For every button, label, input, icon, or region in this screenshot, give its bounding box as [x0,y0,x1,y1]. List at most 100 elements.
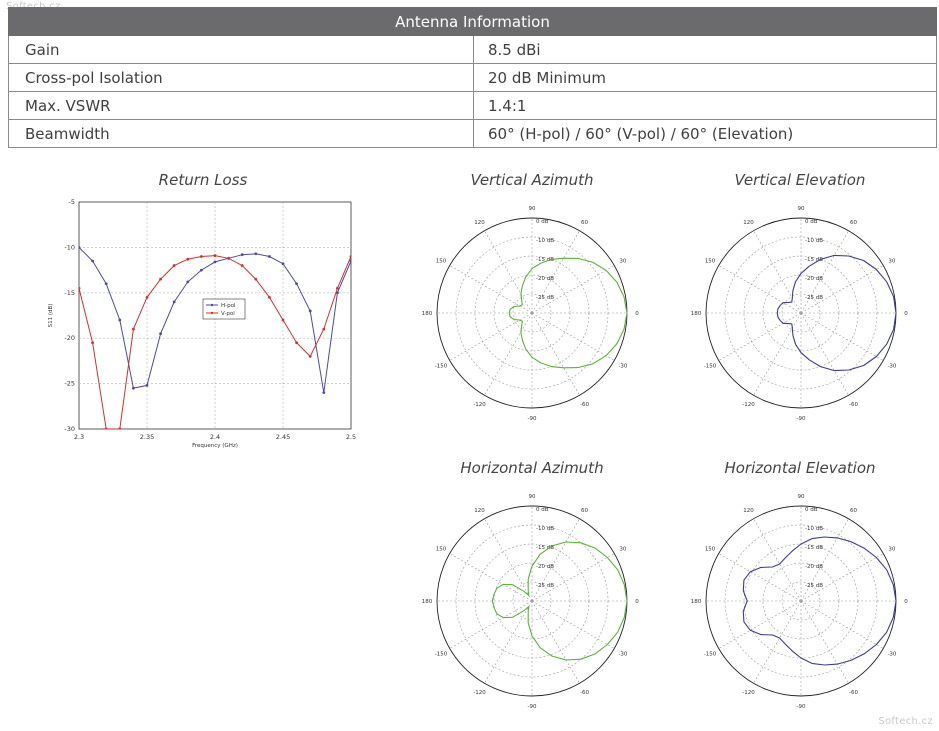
data-point [281,262,285,266]
data-point [268,255,271,258]
y-tick-label: -15 [64,289,75,297]
data-point [254,277,258,281]
angle-label: 30 [619,259,626,265]
data-point [295,341,298,345]
angle-label: 90 [798,494,805,500]
radiation-pattern [776,254,897,372]
data-point [132,327,135,331]
legend-marker [210,311,214,315]
angle-label: -120 [742,402,755,408]
angle-label: 0 [635,311,639,317]
data-point [145,384,149,387]
angle-label: 120 [743,508,754,514]
angle-label: -60 [580,690,589,696]
antenna-info-table: Antenna Information Gain 8.5 dBi Cross-p… [8,7,937,148]
y-tick-label: -5 [69,198,75,206]
data-point [159,332,163,336]
angle-label: 120 [474,220,485,226]
angle-label: 180 [691,599,702,605]
x-tick-label: 2.4 [210,433,220,441]
data-point [186,257,190,261]
data-point [268,295,271,299]
angle-label: 30 [888,259,895,265]
data-point [308,309,312,313]
radial-label: -15 dB [536,257,554,263]
radial-label: -25 dB [805,583,823,589]
y-tick-label: -30 [64,425,75,433]
polar-ring [512,581,552,621]
data-point [79,286,81,290]
angle-label: 0 [904,311,908,317]
vertical-elevation-title: Vertical Elevation [734,171,866,189]
row-label: Cross-pol Isolation [8,63,474,92]
row-label: Max. VSWR [8,91,474,120]
radial-label: -10 dB [536,526,554,532]
vertical-elevation-chart: 0 30 60 90 120 150 180 -150 -120 -90 -60 -30 0 dB -10… [691,206,909,422]
table-row: Gain 8.5 dBi [8,35,937,64]
angle-label: -150 [435,364,448,370]
radial-label: -25 dB [805,295,823,301]
horizontal-elevation-chart: 0 30 60 90 120 150 180 -150 -120 -90 -60 -30 0 dB -10… [691,494,909,710]
radial-label: 0 dB [536,219,549,225]
radiation-pattern [742,536,897,666]
angle-label: -150 [704,364,717,370]
data-point [336,286,339,290]
radial-label: 0 dB [536,507,549,513]
data-point [295,282,298,286]
angle-label: -90 [797,416,806,422]
y-axis-label: S11 (dB) [48,304,54,328]
legend-label: V-pol [221,311,235,317]
row-value: 1.4:1 [473,91,937,120]
data-point [79,246,81,249]
radial-label: -15 dB [805,545,823,551]
data-point [213,260,217,264]
watermark-bottom: Softech.cz [878,716,933,727]
polar-ring [781,293,821,333]
data-point [349,255,351,258]
angle-label: -60 [580,402,589,408]
polar-ring [512,293,552,333]
x-tick-label: 2.5 [346,433,356,441]
vertical-azimuth-chart: 0 30 60 90 120 150 180 -150 -120 -90 -60 -30 0 dB -10… [422,206,640,422]
y-tick-label: -20 [64,334,75,342]
data-point [254,252,258,256]
radial-label: -25 dB [536,295,554,301]
data-point [118,427,122,429]
angle-label: -150 [435,652,448,658]
data-point [172,264,176,267]
data-point [200,268,203,272]
radial-label: -20 dB [536,564,554,570]
row-value: 60° (H-pol) / 60° (V-pol) / 60° (Elevati… [473,119,937,148]
radial-label: -15 dB [536,545,554,551]
angle-label: 0 [904,599,908,605]
data-point [227,256,231,260]
angle-label: -30 [887,364,896,370]
vertical-azimuth-title: Vertical Azimuth [470,171,594,189]
row-label: Beamwidth [8,119,474,148]
angle-label: -30 [887,652,896,658]
series-group [79,246,351,429]
data-point [186,280,190,284]
angle-label: -90 [528,416,537,422]
angle-label: 90 [529,206,536,212]
radial-label: -25 dB [536,583,554,589]
angle-label: 150 [436,259,447,265]
y-tick-label: -25 [64,380,75,388]
data-point [308,354,312,358]
angle-label: 150 [436,547,447,553]
data-point [322,391,326,395]
angle-label: -90 [797,704,806,710]
radial-label: -10 dB [536,238,554,244]
table-row: Cross-pol Isolation 20 dB Minimum [8,63,937,92]
polar-ring [781,581,821,621]
angle-label: -30 [618,364,627,370]
angle-label: -150 [704,652,717,658]
angle-label: 60 [581,508,588,514]
row-value: 8.5 dBi [473,35,937,64]
table-title: Antenna Information [8,7,937,36]
angle-label: -90 [528,704,537,710]
angle-label: 120 [474,508,485,514]
x-tick-label: 2.3 [74,433,84,441]
legend-marker [210,303,214,307]
angle-label: 60 [850,220,857,226]
